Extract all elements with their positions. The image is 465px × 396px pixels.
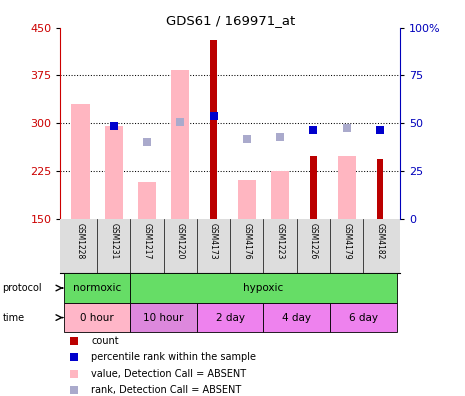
Bar [71,104,90,219]
Text: 10 hour: 10 hour [143,312,184,323]
Text: value, Detection Call = ABSENT: value, Detection Call = ABSENT [91,369,246,379]
Bar [238,181,256,219]
Bar [105,126,123,219]
Text: GSM4179: GSM4179 [342,223,351,260]
Text: GSM1220: GSM1220 [176,223,185,259]
Bar [377,160,383,219]
Point [177,119,184,125]
Point [350,8,357,14]
Text: time: time [2,312,25,323]
Bar [264,303,330,332]
Bar [64,303,130,332]
Text: normoxic: normoxic [73,283,121,293]
Point [350,158,357,165]
Text: GSM4182: GSM4182 [375,223,385,259]
Text: 2 day: 2 day [216,312,245,323]
Text: GSM1228: GSM1228 [76,223,85,259]
Text: 6 day: 6 day [349,312,378,323]
Point [276,134,284,140]
Text: GSM1223: GSM1223 [276,223,285,259]
Text: protocol: protocol [2,283,42,293]
Text: GSM4176: GSM4176 [242,223,251,260]
Title: GDS61 / 169971_at: GDS61 / 169971_at [166,13,295,27]
Text: rank, Detection Call = ABSENT: rank, Detection Call = ABSENT [91,385,241,395]
Point [310,126,317,133]
Text: percentile rank within the sample: percentile rank within the sample [91,352,256,362]
Text: GSM4173: GSM4173 [209,223,218,260]
Bar [197,303,264,332]
Text: 0 hour: 0 hour [80,312,114,323]
Point [143,139,151,145]
Bar [130,273,397,303]
Point [243,136,251,142]
Point [210,112,217,119]
Point [350,309,357,315]
Bar [64,273,130,303]
Text: GSM1226: GSM1226 [309,223,318,259]
Bar [210,40,217,219]
Bar [138,183,156,219]
Bar [130,303,197,332]
Bar [330,303,397,332]
Text: 4 day: 4 day [282,312,311,323]
Text: count: count [91,336,119,346]
Bar [338,156,356,219]
Text: GSM1231: GSM1231 [109,223,118,259]
Point [343,125,350,131]
Text: GSM1217: GSM1217 [142,223,152,259]
Bar [171,70,189,219]
Bar [310,156,317,219]
Bar [271,171,289,219]
Text: hypoxic: hypoxic [243,283,284,293]
Point [376,126,384,133]
Point [110,123,118,129]
